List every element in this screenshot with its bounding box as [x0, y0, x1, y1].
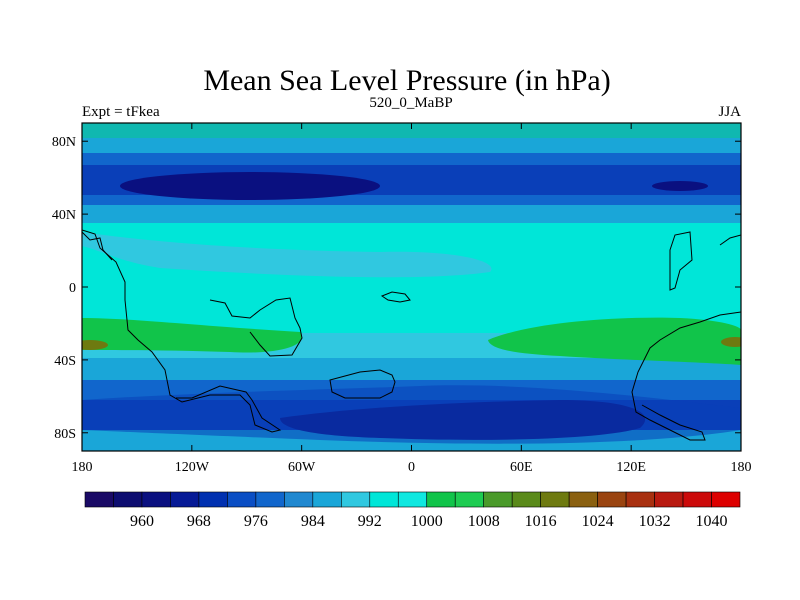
colorbar-label: 968 [187, 513, 211, 530]
coast-australia [329, 369, 396, 399]
band-45n [82, 195, 741, 205]
colorbar-swatch [341, 491, 371, 508]
coast-north-america [82, 231, 113, 261]
coast-antarctica-bits [380, 291, 411, 303]
colorbar-label: 1024 [582, 513, 614, 530]
band-80n [82, 138, 741, 153]
y-axis-ticks: 80N 40N 0 40S 80S [52, 135, 741, 442]
colorbar: 960 968 976 984 992 1000 1008 1016 1024 1032 1040 [84, 491, 741, 530]
x-tick-label: 120E [616, 460, 646, 475]
colorbar-swatch [198, 491, 228, 508]
colorbar-swatch [284, 491, 314, 508]
low-north-core-east [652, 181, 708, 191]
colorbar-label: 1016 [525, 513, 557, 530]
x-axis-ticks: 180 120W 60W 0 60E 120E 180 [72, 123, 752, 475]
colorbar-swatch [426, 491, 456, 508]
chart-title: Mean Sea Level Pressure (in hPa) [203, 64, 610, 97]
x-tick-label: 180 [72, 460, 93, 475]
colorbar-label: 1008 [468, 513, 500, 530]
x-tick-label: 0 [408, 460, 415, 475]
colorbar-label: 1032 [639, 513, 671, 530]
y-tick-label: 0 [69, 281, 76, 296]
coast-asia [631, 311, 741, 441]
low-north-core [120, 172, 380, 200]
y-tick-label: 40S [54, 354, 76, 369]
colorbar-swatch [312, 491, 342, 508]
colorbar-swatch [654, 491, 684, 508]
center-subtitle: 520_0_MaBP [369, 95, 452, 111]
x-tick-label: 120W [175, 460, 210, 475]
band-45s [82, 358, 741, 380]
tropical-lower-pressure [82, 232, 492, 278]
coast-africa [209, 297, 303, 357]
high-southwest-pacific [82, 318, 302, 353]
colorbar-swatch [568, 491, 598, 508]
colorbar-label: 1040 [696, 513, 728, 530]
band-40n [82, 205, 741, 223]
colorbar-label: 992 [358, 513, 382, 530]
band-70n [82, 153, 741, 165]
x-tick-label: 180 [731, 460, 752, 475]
colorbar-label: 1000 [411, 513, 443, 530]
colorbar-swatch [511, 491, 541, 508]
colorbar-swatch [483, 491, 513, 508]
coast-east-2 [719, 234, 741, 246]
colorbar-swatch [597, 491, 627, 508]
low-southern-blue-extension [82, 385, 741, 444]
band-north-polar [82, 123, 741, 138]
colorbar-label: 984 [301, 513, 325, 530]
right-subtitle: JJA [718, 104, 741, 120]
colorbar-swatch [682, 491, 712, 508]
high-center-west [82, 340, 108, 350]
left-subtitle: Expt = tFkea [82, 104, 160, 120]
y-tick-label: 80N [52, 135, 76, 150]
coast-south-america [82, 229, 282, 433]
colorbar-swatch [711, 491, 741, 508]
x-tick-label: 60E [510, 460, 533, 475]
coast-east [669, 231, 693, 291]
y-tick-label: 40N [52, 208, 76, 223]
high-center-east [721, 337, 741, 347]
colorbar-swatch [170, 491, 200, 508]
colorbar-swatch [255, 491, 285, 508]
colorbar-swatch [84, 491, 114, 508]
x-tick-label: 60W [288, 460, 316, 475]
colorbar-label: 960 [130, 513, 154, 530]
colorbar-swatch [369, 491, 399, 508]
colorbar-swatch [454, 491, 484, 508]
colorbar-label: 976 [244, 513, 268, 530]
colorbar-swatch [625, 491, 655, 508]
colorbar-swatch [141, 491, 171, 508]
pressure-field [82, 123, 741, 451]
colorbar-swatch [227, 491, 257, 508]
coastlines [82, 229, 741, 441]
colorbar-swatch [540, 491, 570, 508]
colorbar-swatch [113, 491, 143, 508]
y-tick-label: 80S [54, 427, 76, 442]
colorbar-swatch [397, 491, 428, 508]
